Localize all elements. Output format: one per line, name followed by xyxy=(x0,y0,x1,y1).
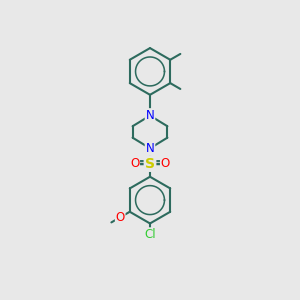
Text: N: N xyxy=(146,142,154,155)
Text: O: O xyxy=(161,157,170,170)
Text: O: O xyxy=(116,211,125,224)
Text: N: N xyxy=(146,109,154,122)
Text: O: O xyxy=(130,157,139,170)
Text: Cl: Cl xyxy=(144,228,156,241)
Text: S: S xyxy=(145,157,155,171)
